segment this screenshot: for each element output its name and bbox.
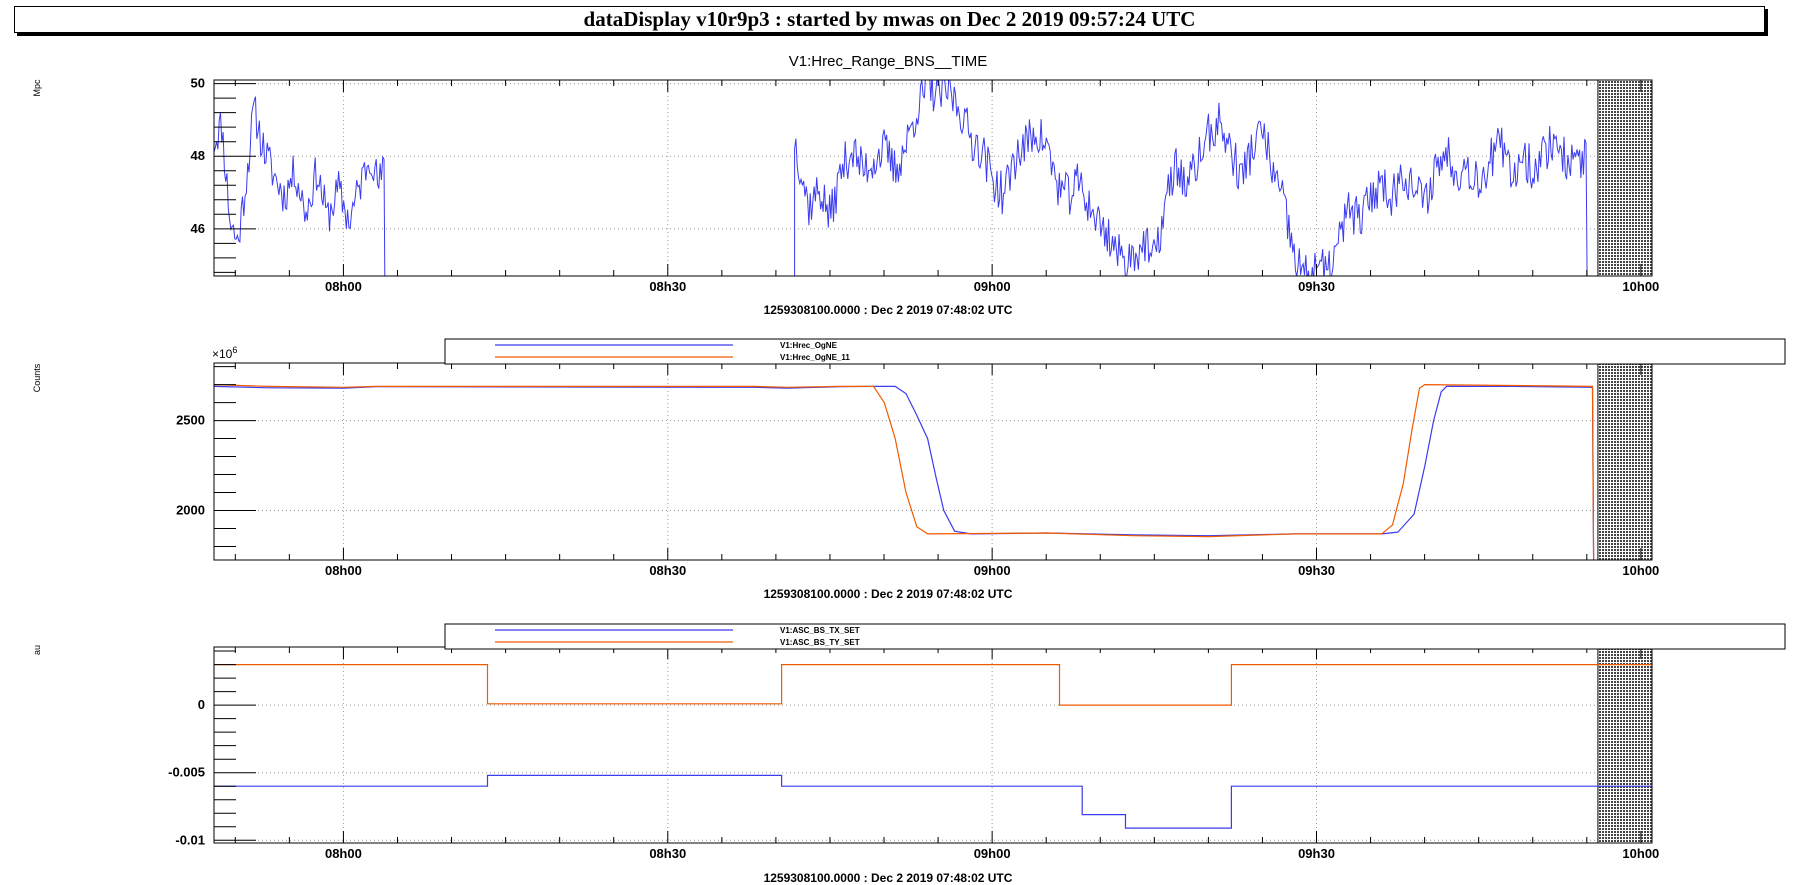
x-axis-label: 1259308100.0000 : Dec 2 2019 07:48:02 UT… xyxy=(764,871,1013,885)
legend: V1:Hrec_OgNE V1:Hrec_OgNE_11 xyxy=(444,338,1786,365)
x-tick-label: 08h00 xyxy=(325,563,362,578)
y-tick-label: 48 xyxy=(191,148,205,163)
y-axis-label: Mpc xyxy=(32,79,42,97)
x-tick-label: 08h30 xyxy=(649,563,686,578)
series-line xyxy=(214,774,1652,829)
series-line xyxy=(214,383,1595,560)
plot-frame xyxy=(213,646,1653,844)
legend-entry: V1:Hrec_OgNE_11 xyxy=(780,353,850,362)
window-title: dataDisplay v10r9p3 : started by mwas on… xyxy=(14,6,1765,33)
legend-entry: V1:Hrec_OgNE xyxy=(780,341,838,350)
x-tick-label: 08h30 xyxy=(649,279,686,294)
y-axis-label: Counts xyxy=(32,363,42,392)
x-axis-label: 1259308100.0000 : Dec 2 2019 07:48:02 UT… xyxy=(764,303,1013,317)
y-tick-label: 2000 xyxy=(176,503,205,518)
y-tick-label: -0.005 xyxy=(168,765,205,780)
x-tick-label: 09h00 xyxy=(974,279,1011,294)
x-tick-label: 09h30 xyxy=(1298,279,1335,294)
series-line-segment xyxy=(214,96,386,276)
legend-box xyxy=(444,338,1786,365)
x-tick-label: 09h00 xyxy=(974,846,1011,861)
y-tick-label: 50 xyxy=(191,76,205,91)
no-data-region xyxy=(1597,646,1653,844)
series-line xyxy=(214,664,1652,706)
y-exponent-label: ×106 xyxy=(212,345,237,361)
series-line-segment xyxy=(794,80,1588,276)
legend-box xyxy=(444,623,1786,650)
y-axis-label: au xyxy=(32,645,42,655)
no-data-region xyxy=(1597,79,1653,277)
legend-entry: V1:ASC_BS_TY_SET xyxy=(780,638,860,647)
y-tick-label: 46 xyxy=(191,221,205,236)
chart-title: V1:Hrec_Range_BNS__TIME xyxy=(789,53,987,70)
x-tick-label: 10h00 xyxy=(1622,563,1659,578)
x-tick-label: 08h00 xyxy=(325,846,362,861)
x-tick-label: 10h00 xyxy=(1622,846,1659,861)
x-tick-label: 09h00 xyxy=(974,563,1011,578)
x-tick-label: 08h00 xyxy=(325,279,362,294)
series-line xyxy=(214,385,1595,560)
y-tick-label: -0.01 xyxy=(175,832,205,847)
legend-entry: V1:ASC_BS_TX_SET xyxy=(780,626,860,635)
x-tick-label: 08h30 xyxy=(649,846,686,861)
plot-hrec-range: 08h00 08h30 09h00 09h30 10h00 46 48 50 Mpc V1:Hre… xyxy=(32,53,1659,317)
y-tick-label: 2500 xyxy=(176,413,205,428)
plot-asc-bs: 08h00 08h30 09h00 09h30 10h00 -0.01 -0.005 0 au 1… xyxy=(32,623,1786,885)
x-tick-label: 10h00 xyxy=(1622,279,1659,294)
x-tick-label: 09h30 xyxy=(1298,846,1335,861)
plot-frame xyxy=(213,79,1653,277)
x-tick-label: 09h30 xyxy=(1298,563,1335,578)
x-axis-label: 1259308100.0000 : Dec 2 2019 07:48:02 UT… xyxy=(764,587,1013,601)
legend: V1:ASC_BS_TX_SET V1:ASC_BS_TY_SET xyxy=(444,623,1786,650)
no-data-region xyxy=(1597,362,1653,561)
y-tick-label: 0 xyxy=(198,697,205,712)
plot-hrec-ogne: 08h00 08h30 09h00 09h30 10h00 2000 2500 ×106 Cou… xyxy=(32,338,1786,601)
